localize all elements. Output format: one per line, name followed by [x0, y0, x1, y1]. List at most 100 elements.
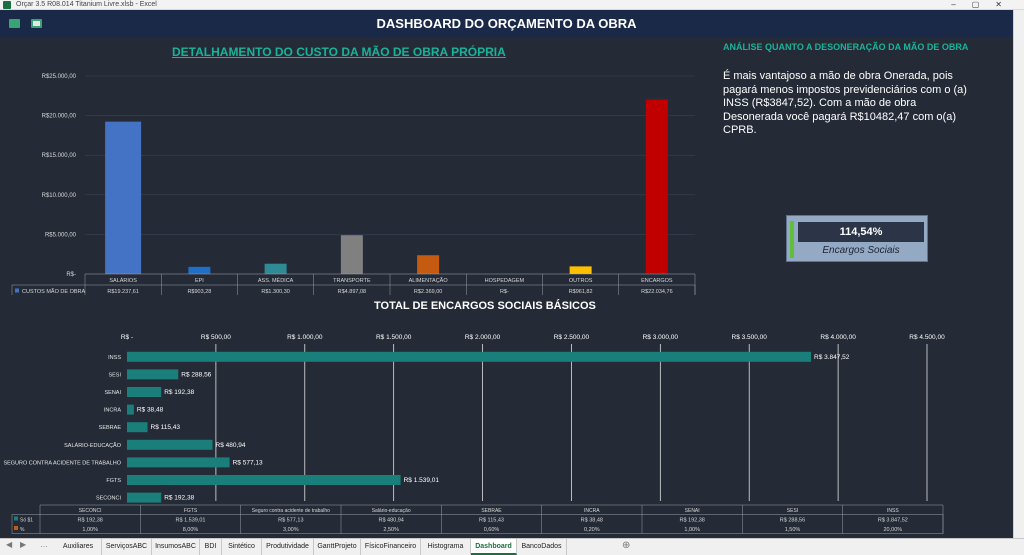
value-label: R$19.237,61 [107, 289, 139, 295]
table-cell: 1,00% [82, 527, 98, 533]
data-label: R$ 480,94 [216, 442, 246, 449]
labor-chart-title: DETALHAMENTO DO CUSTO DA MÃO DE OBRA PRÓ… [172, 45, 506, 59]
table-cell: R$ 577,13 [278, 518, 303, 524]
value-label: R$961,82 [569, 289, 593, 295]
x-tick-label: R$ 2.500,00 [554, 334, 590, 341]
value-label: R$903,28 [187, 289, 211, 295]
table-cell: R$ 192,38 [77, 518, 102, 524]
social-charges-chart[interactable]: R$ - R$ 500,00 R$ 1.000,00 R$ 1.500,00 R$ 2.… [0, 318, 960, 538]
window-title: Orçar 3.5 R08.014 Titanium Livre.xlsb - … [16, 1, 157, 8]
data-label: R$ 577,13 [233, 459, 263, 466]
bar-seguro-contra-acidente-de-trabalho [127, 457, 230, 468]
x-tick-label: R$ 2.000,00 [465, 334, 501, 341]
toolbar-icon-1[interactable] [9, 19, 20, 28]
y-tick-label: R$10.000,00 [42, 193, 77, 199]
category-label: INSS [108, 355, 121, 361]
bar-incra [127, 404, 134, 415]
table-cell: 1,00% [684, 527, 700, 533]
table-header: INCRA [584, 508, 600, 514]
table-cell: R$ 3.847,52 [878, 518, 908, 524]
bar-alimenta-o [417, 255, 440, 274]
data-label: R$ 115,43 [151, 424, 181, 431]
value-label: R$2.369,00 [414, 289, 442, 295]
window-titlebar: Orçar 3.5 R08.014 Titanium Livre.xlsb - … [0, 0, 1024, 10]
encargos-kpi-card[interactable]: 114,54% Encargos Sociais [786, 215, 928, 262]
table-header: Salário-educação [372, 508, 411, 514]
y-tick-label: R$25.000,00 [42, 74, 77, 80]
dashboard-header: DASHBOARD DO ORÇAMENTO DA OBRA [0, 10, 1013, 37]
data-label: R$ 192,38 [164, 495, 194, 502]
bar-sesi [127, 369, 179, 380]
sheet-tab-sintético[interactable]: Sintético [222, 539, 262, 555]
table-header: SEBRAE [481, 508, 502, 514]
y-tick-label: R$- [66, 272, 76, 278]
x-tick-label: R$ 1.000,00 [287, 334, 323, 341]
legend-swatch [15, 288, 19, 293]
add-sheet-icon[interactable]: ⊕ [622, 540, 631, 551]
sheet-tab-bancodados[interactable]: BancoDados [517, 539, 567, 555]
data-label: R$ 38,48 [137, 407, 164, 414]
sheet-tab-produtividade[interactable]: Produtividade [262, 539, 314, 555]
sheet-tab-bdi[interactable]: BDI [200, 539, 222, 555]
x-tick-label: R$ 3.500,00 [732, 334, 768, 341]
bar-outros [569, 266, 592, 274]
category-label: FGTS [106, 478, 121, 484]
table-cell: 20,00% [884, 527, 903, 533]
tab-prev-icon[interactable]: ◀ [6, 540, 13, 549]
tab-next-icon[interactable]: ▶ [20, 540, 27, 549]
table-cell: 2,50% [383, 527, 399, 533]
value-label: R$4.897,08 [338, 289, 366, 295]
bar-fgts [127, 475, 401, 485]
vertical-scrollbar[interactable] [1013, 10, 1024, 538]
table-header: SECONCI [79, 508, 102, 514]
table-cell: 1,50% [785, 527, 801, 533]
category-label: ALIMENTAÇÃO [409, 277, 449, 284]
bar-senai [127, 387, 162, 397]
bar-transporte [340, 235, 363, 274]
category-label: INCRA [104, 408, 121, 414]
bar-sebrae [127, 422, 148, 433]
x-tick-label: R$ 1.500,00 [376, 334, 412, 341]
charges-chart-title: TOTAL DE ENCARGOS SOCIAIS BÁSICOS [374, 300, 596, 312]
table-cell: R$ 38,48 [581, 518, 603, 524]
toolbar-icon-2[interactable] [31, 19, 42, 28]
table-cell: R$ 1.539,01 [176, 518, 206, 524]
analysis-title: ANÁLISE QUANTO A DESONERAÇÃO DA MÃO DE O… [723, 42, 969, 52]
bar-epi [188, 266, 211, 274]
legend-swatch [14, 526, 18, 530]
sheet-tab-ganttprojeto[interactable]: GanttProjeto [314, 539, 361, 555]
sheet-tab-auxiliares[interactable]: Auxiliares [55, 539, 102, 555]
dashboard-title: DASHBOARD DO ORÇAMENTO DA OBRA [376, 16, 637, 31]
kpi-indicator-bar [790, 221, 794, 258]
data-label: R$ 288,56 [181, 371, 211, 378]
y-tick-label: R$5.000,00 [45, 232, 77, 238]
table-cell: R$ 192,38 [679, 518, 704, 524]
category-label: SESI [108, 372, 121, 378]
sheet-tab-dashboard[interactable]: Dashboard [471, 539, 517, 555]
window-controls[interactable]: –▢✕ [951, 0, 1018, 9]
data-label: R$ 192,38 [164, 389, 194, 396]
legend-swatch [14, 516, 18, 521]
table-cell: 3,00% [283, 527, 299, 533]
value-label: R$22.034,76 [641, 289, 673, 295]
x-tick-label: R$ 3.000,00 [643, 334, 679, 341]
sheet-tab-bar: ◀ ▶ … Auxiliares ServiçosABC InsumosABC BDI… [0, 538, 1024, 555]
sheet-tab-insumosabc[interactable]: InsumosABC [152, 539, 200, 555]
data-label: R$ 1.539,01 [404, 477, 440, 484]
bar-sal-rios [105, 121, 142, 275]
table-header: FGTS [184, 508, 198, 514]
x-tick-label: R$ - [121, 334, 133, 341]
tab-more-icon[interactable]: … [40, 540, 48, 549]
sheet-tab-físicofinanceiro[interactable]: FísicoFinanceiro [361, 539, 421, 555]
category-label: SALÁRIOS [109, 277, 137, 284]
x-tick-label: R$ 4.000,00 [820, 334, 856, 341]
category-label: SECONCI [96, 496, 122, 502]
sheet-tab-histograma[interactable]: Histograma [421, 539, 471, 555]
table-header: INSS [887, 508, 899, 514]
table-cell: 0,60% [484, 527, 500, 533]
dashboard-sheet: DASHBOARD DO ORÇAMENTO DA OBRA DETALHAME… [0, 10, 1013, 538]
labor-cost-chart[interactable]: R$- R$5.000,00 R$10.000,00 R$15.000,00 R$20.… [0, 60, 700, 295]
table-header: SENAI [685, 508, 700, 514]
x-tick-label: R$ 4.500,00 [909, 334, 945, 341]
sheet-tab-serviçosabc[interactable]: ServiçosABC [102, 539, 152, 555]
